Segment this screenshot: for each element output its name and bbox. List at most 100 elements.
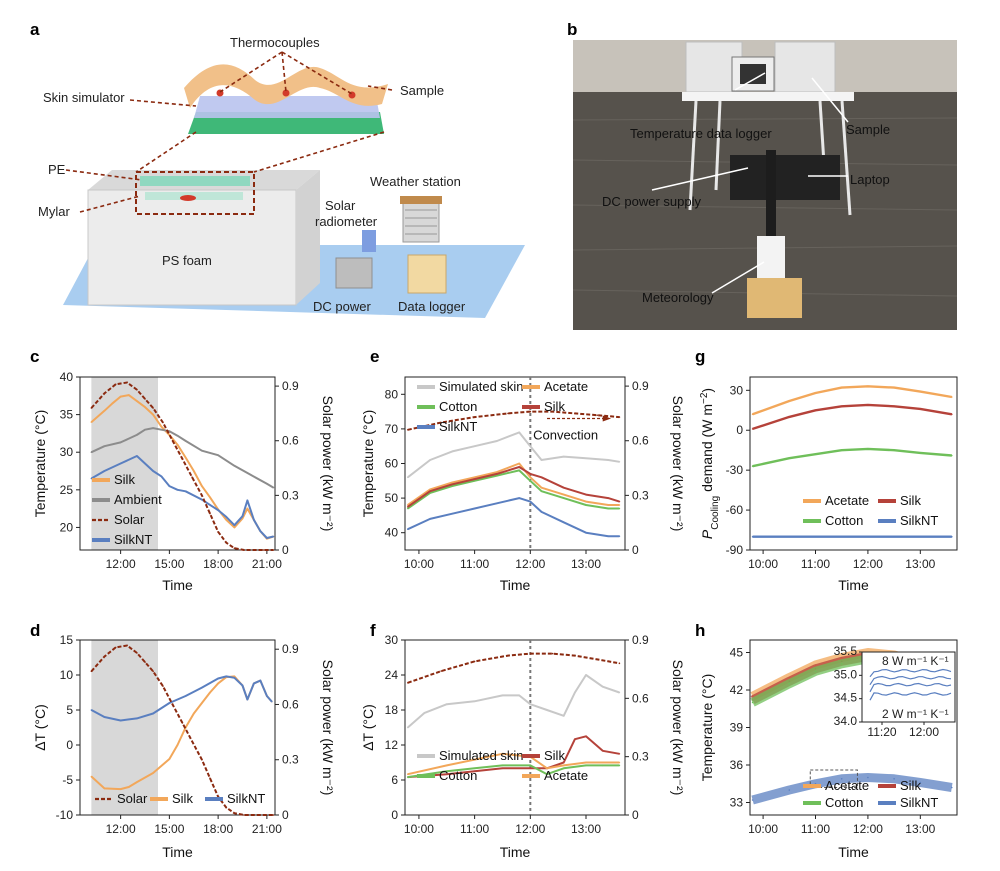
data-point-simulated-skin bbox=[574, 691, 576, 694]
photo-monitor-screen bbox=[740, 64, 766, 84]
legend-label-silk: Silk bbox=[172, 791, 193, 806]
data-point-acetate bbox=[518, 462, 520, 465]
data-point-simulated-skin bbox=[546, 709, 548, 711]
x-tick-label: 13:00 bbox=[905, 557, 935, 571]
dc-power-supply-label: DC power supply bbox=[602, 194, 701, 209]
data-point-silk bbox=[562, 486, 565, 489]
data-point-simulated-skin bbox=[540, 459, 543, 461]
data-point-silk bbox=[128, 786, 130, 788]
series-line-silknt bbox=[751, 773, 953, 805]
data-point-cotton bbox=[546, 773, 548, 775]
data-point-silknt bbox=[160, 475, 163, 478]
x-tick-label: 11:00 bbox=[801, 822, 830, 836]
y-tick-label: -90 bbox=[726, 543, 744, 557]
y-axis-label: ΔT (°C) bbox=[32, 704, 48, 751]
legend-label-silknt: SilkNT bbox=[900, 513, 938, 528]
data-point-silk bbox=[574, 738, 576, 740]
x-axis-label: Time bbox=[838, 844, 869, 860]
data-point-simulated-skin bbox=[423, 712, 426, 714]
plot-frame bbox=[404, 639, 626, 816]
data-point-solar bbox=[191, 740, 193, 743]
convection-arrow-head bbox=[602, 415, 612, 422]
data-point-acetate bbox=[451, 481, 454, 484]
series-line-acetate bbox=[407, 752, 620, 776]
data-point-solar bbox=[551, 410, 554, 413]
legend-label-ambient: Ambient bbox=[114, 492, 162, 507]
panel-c: c 12:00 15:00 18:00 21:00 Time 20 25 30 35 40 Temp… bbox=[30, 347, 336, 593]
data-point-silk bbox=[919, 408, 922, 410]
legend-label-simulated-skin: Simulated skin bbox=[439, 379, 524, 394]
data-point-silk bbox=[225, 519, 228, 521]
data-point-silknt bbox=[103, 716, 106, 718]
data-point-acetate bbox=[496, 471, 498, 473]
data-point-acetate bbox=[788, 400, 791, 402]
series-line-silknt bbox=[407, 497, 620, 538]
data-point-cotton bbox=[407, 507, 409, 510]
panel-f: f 10:00 11:00 12:00 13:00 Time 0 6 12 18 24 30 ΔT (… bbox=[360, 621, 686, 860]
legend-label-silk: Silk bbox=[900, 778, 921, 793]
data-point-acetate bbox=[585, 761, 587, 764]
inset-annotation-high: 8 W m⁻¹ K⁻¹ bbox=[882, 654, 949, 668]
y2-tick-label: 0.6 bbox=[632, 691, 649, 705]
data-point-silknt bbox=[407, 528, 409, 530]
data-point-silknt bbox=[788, 789, 791, 791]
solar-radiometer-icon bbox=[362, 230, 376, 252]
x-tick-label: 12:00 bbox=[853, 822, 883, 836]
data-point-solar bbox=[596, 658, 598, 661]
data-point-silknt bbox=[840, 778, 843, 780]
data-point-cotton bbox=[585, 504, 587, 506]
x-tick-label: 15:00 bbox=[154, 822, 184, 836]
data-point-solar bbox=[407, 429, 409, 431]
y-tick-label: 6 bbox=[391, 773, 398, 787]
photo-wooden-box bbox=[747, 278, 802, 318]
data-point-solar bbox=[272, 549, 275, 551]
data-point-silknt bbox=[253, 682, 255, 685]
data-point-cotton bbox=[814, 670, 817, 673]
weather-station-slats bbox=[405, 209, 437, 235]
data-point-cotton bbox=[840, 449, 843, 452]
y2-tick-label: 0.9 bbox=[282, 379, 299, 393]
data-point-solar bbox=[136, 652, 138, 654]
data-point-silk bbox=[176, 443, 179, 446]
y-axis-label-symbol: P bbox=[699, 529, 715, 539]
sample-fabric bbox=[184, 64, 388, 108]
data-point-silknt bbox=[119, 719, 122, 722]
y-axis-label: Temperature (°C) bbox=[360, 410, 376, 518]
series-line-ambient bbox=[90, 427, 274, 489]
data-point-silk bbox=[951, 413, 953, 416]
data-point-solar bbox=[201, 758, 203, 761]
data-point-silknt bbox=[253, 519, 255, 521]
data-point-cotton bbox=[867, 448, 869, 450]
data-point-ambient bbox=[272, 486, 275, 489]
data-point-solar bbox=[225, 806, 228, 809]
data-point-silknt bbox=[951, 535, 953, 538]
data-point-acetate bbox=[562, 764, 565, 767]
dc-power-icon bbox=[335, 257, 373, 289]
data-point-silk bbox=[246, 507, 249, 510]
inset-x-tick-label: 11:20 bbox=[867, 725, 896, 739]
data-point-acetate bbox=[429, 488, 431, 491]
data-point-silknt bbox=[217, 509, 219, 511]
data-point-silk bbox=[529, 767, 532, 770]
data-point-acetate bbox=[919, 390, 922, 393]
mylar-label: Mylar bbox=[38, 204, 70, 219]
data-point-solar bbox=[233, 812, 236, 814]
y-axis-label: ΔT (°C) bbox=[360, 704, 376, 751]
data-point-silk bbox=[407, 506, 409, 508]
legend-label-solar: Solar bbox=[114, 512, 145, 527]
data-point-cotton bbox=[951, 454, 953, 457]
panel-letter-e: e bbox=[370, 347, 379, 366]
solar-label-1: Solar bbox=[325, 198, 356, 213]
y2-axis-label: Solar power (kW m⁻²) bbox=[320, 396, 336, 532]
legend-label-silk: Silk bbox=[900, 493, 921, 508]
y-tick-label: 30 bbox=[385, 633, 399, 647]
data-point-silknt bbox=[259, 679, 262, 682]
data-point-silk bbox=[446, 773, 448, 775]
data-point-cotton bbox=[893, 449, 895, 452]
data-point-silk bbox=[840, 405, 843, 408]
inset-zoom-box bbox=[809, 769, 858, 788]
x-axis-label: Time bbox=[162, 577, 193, 593]
data-point-silk bbox=[788, 416, 791, 418]
weather-station-label: Weather station bbox=[370, 174, 461, 189]
data-point-solar bbox=[473, 660, 476, 663]
